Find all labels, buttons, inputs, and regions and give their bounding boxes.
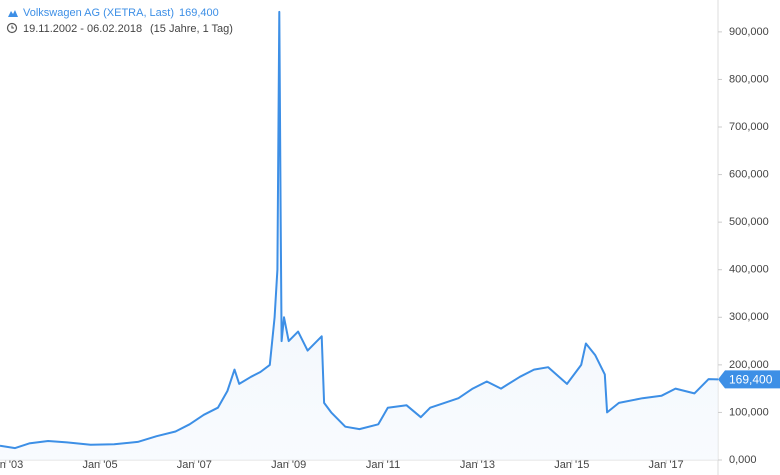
x-tick-label: Jan '03 (0, 459, 23, 471)
y-tick-label: 500,000 (729, 216, 769, 228)
y-tick-label: 900,000 (729, 26, 769, 38)
area (0, 11, 718, 461)
line (0, 10, 719, 450)
chart-title: Volkswagen AG (XETRA, Last) (23, 7, 174, 19)
y-tick-label: 700,000 (729, 121, 769, 133)
y-tick-label: 0,000 (729, 454, 757, 466)
y-tick-label: 100,000 (729, 406, 769, 418)
y-tick-label: 800,000 (729, 73, 769, 85)
last-value-label: 169,400 (729, 373, 773, 387)
y-tick-label: 600,000 (729, 168, 769, 180)
x-tick-label: Jan '15 (554, 459, 589, 471)
y-tick-label: 300,000 (729, 311, 769, 323)
x-tick-label: Jan '09 (271, 459, 306, 471)
date-range: 19.11.2002 - 06.02.2018 (23, 23, 142, 35)
x-tick-label: Jan '17 (649, 459, 684, 471)
x-tick-label: Jan '13 (460, 459, 495, 471)
x-tick-label: Jan '11 (366, 459, 400, 471)
x-tick-label: Jan '07 (177, 459, 212, 471)
y-tick-label: 400,000 (729, 264, 769, 276)
clock-icon (6, 22, 18, 34)
clock-hand (11, 25, 14, 29)
y-tick-label: 200,000 (729, 359, 769, 371)
period: (15 Jahre, 1 Tag) (150, 23, 233, 35)
x-tick-label: Jan '05 (82, 459, 117, 471)
last-value: 169,400 (179, 7, 219, 19)
series-icon (8, 10, 18, 17)
last-value-badge (718, 370, 780, 389)
